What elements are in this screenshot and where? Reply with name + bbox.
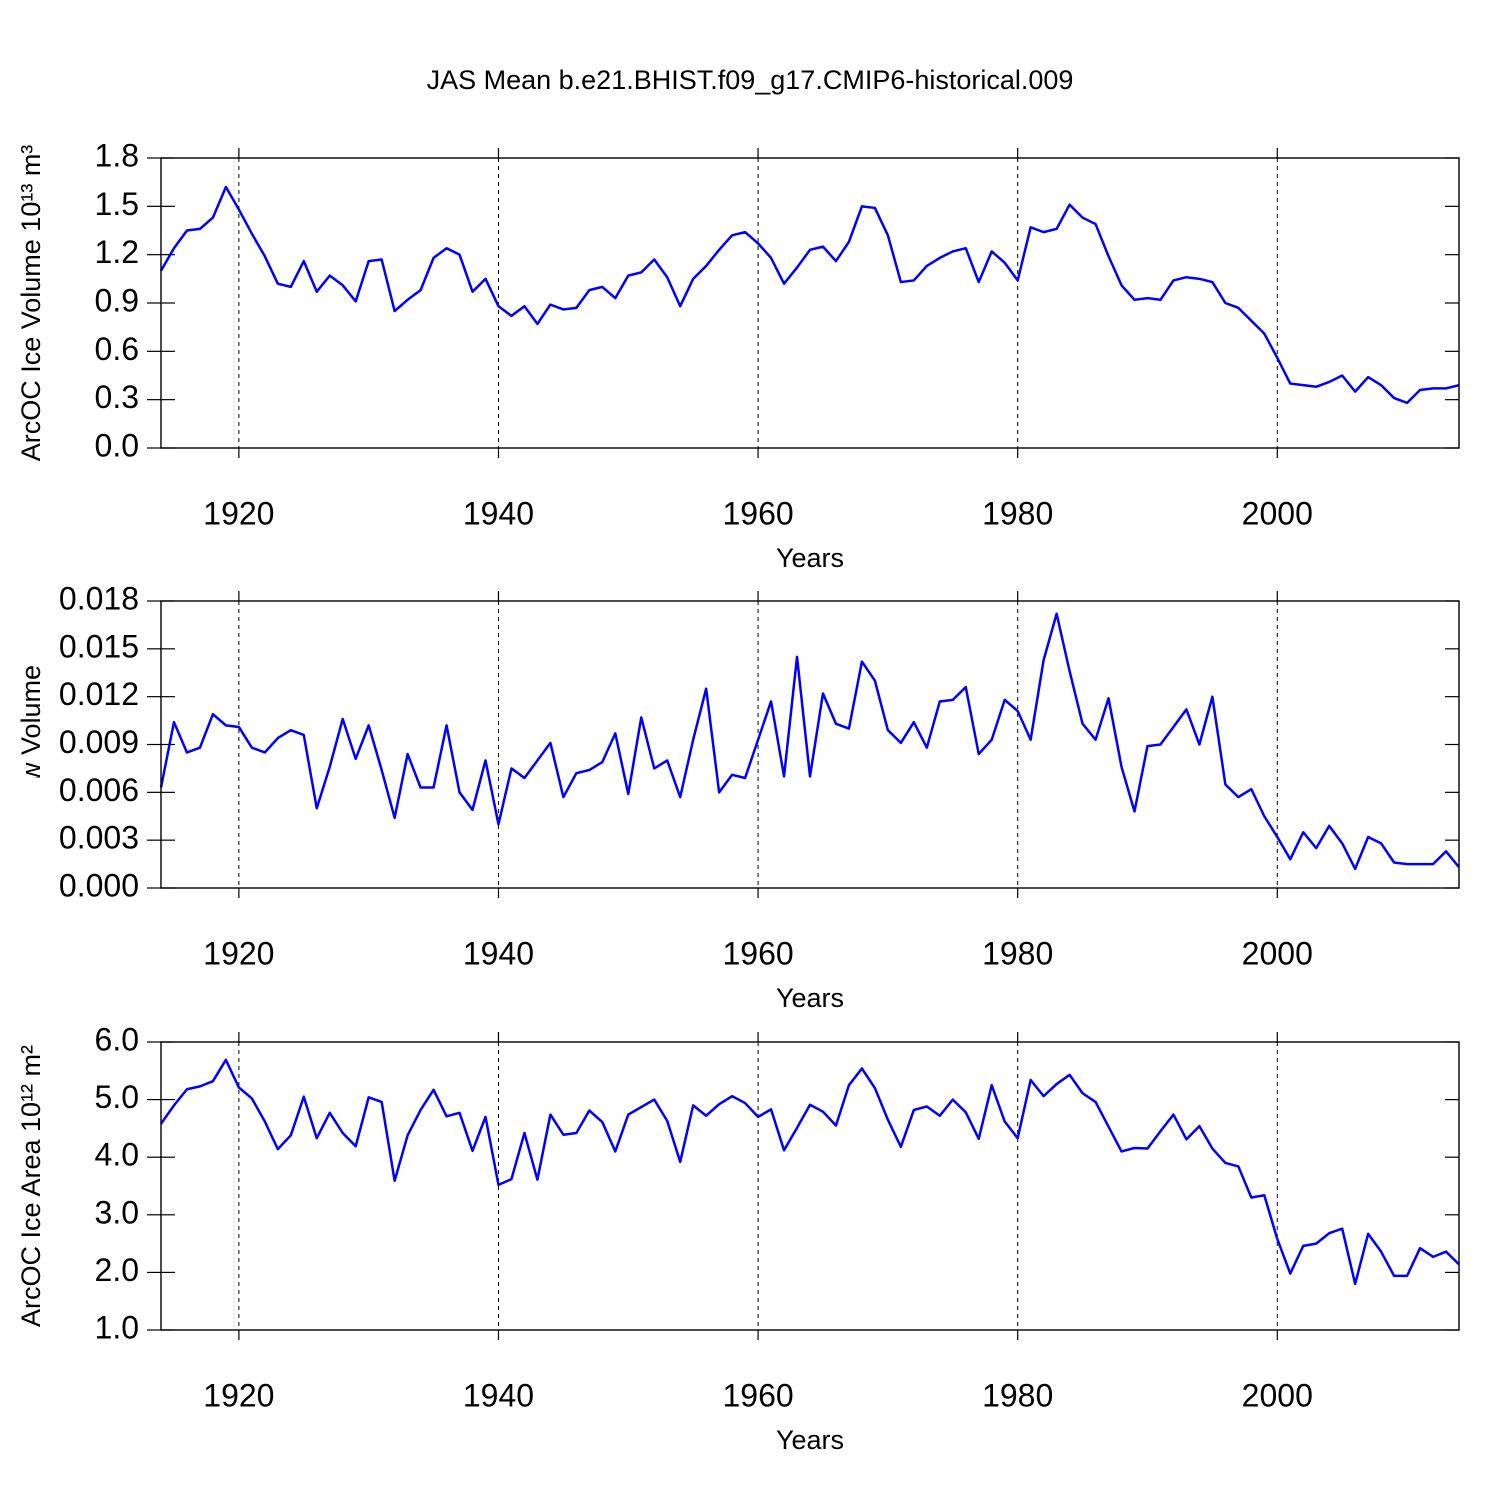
y-tick-label: 0.006: [59, 772, 139, 808]
y-tick-label: 3.0: [95, 1194, 139, 1230]
y-tick-label: 0.012: [59, 676, 139, 712]
y-tick-label: 0.9: [95, 282, 139, 318]
x-tick-label: 1960: [722, 1377, 793, 1413]
x-tick-label: 1920: [203, 935, 274, 971]
y-tick-label: 0.6: [95, 331, 139, 367]
y-tick-label: 0.009: [59, 724, 139, 760]
y-tick-label: 1.8: [95, 137, 139, 173]
y-tick-label: 0.018: [59, 580, 139, 616]
y-axis-title: ArcOC Ice Volume 10¹³ m³: [16, 145, 46, 462]
chart-title: JAS Mean b.e21.BHIST.f09_g17.CMIP6-histo…: [427, 65, 1074, 95]
x-tick-label: 1920: [203, 495, 274, 531]
y-tick-label: 0.015: [59, 628, 139, 664]
x-tick-label: 1960: [722, 935, 793, 971]
data-line: [159, 1058, 1460, 1286]
y-tick-label: 6.0: [95, 1021, 139, 1057]
y-tick-label: 0.003: [59, 820, 139, 856]
x-tick-label: 1920: [203, 1377, 274, 1413]
y-tick-label: 0.000: [59, 867, 139, 903]
y-tick-label: 1.2: [95, 234, 139, 270]
x-tick-label: 2000: [1242, 1377, 1313, 1413]
plot-frame: [160, 600, 1460, 889]
x-tick-label: 1940: [463, 495, 534, 531]
x-axis-title: Years: [776, 1425, 844, 1455]
y-tick-label: 5.0: [95, 1079, 139, 1115]
data-line: [159, 185, 1460, 405]
y-tick-label: 0.3: [95, 379, 139, 415]
y-tick-label: 0.0: [95, 427, 139, 463]
x-tick-label: 2000: [1242, 935, 1313, 971]
y-tick-label: 1.5: [95, 186, 139, 222]
x-tick-label: 1980: [982, 1377, 1053, 1413]
data-line: [159, 612, 1460, 871]
x-tick-label: 1980: [982, 935, 1053, 971]
y-tick-label: 2.0: [95, 1252, 139, 1288]
plot-frame: [160, 1041, 1460, 1331]
x-tick-label: 2000: [1242, 495, 1313, 531]
x-tick-label: 1960: [722, 495, 793, 531]
y-axis-title: ArcOC Snow Volume 10¹³ m³: [16, 570, 46, 918]
y-axis-title: ArcOC Ice Area 10¹² m²: [16, 1045, 46, 1327]
y-tick-label: 1.0: [95, 1309, 139, 1345]
y-tick-label: 4.0: [95, 1137, 139, 1173]
x-axis-title: Years: [776, 983, 844, 1013]
plot-frame: [160, 157, 1460, 449]
x-tick-label: 1940: [463, 1377, 534, 1413]
x-tick-label: 1980: [982, 495, 1053, 531]
x-axis-title: Years: [776, 543, 844, 573]
x-tick-label: 1940: [463, 935, 534, 971]
